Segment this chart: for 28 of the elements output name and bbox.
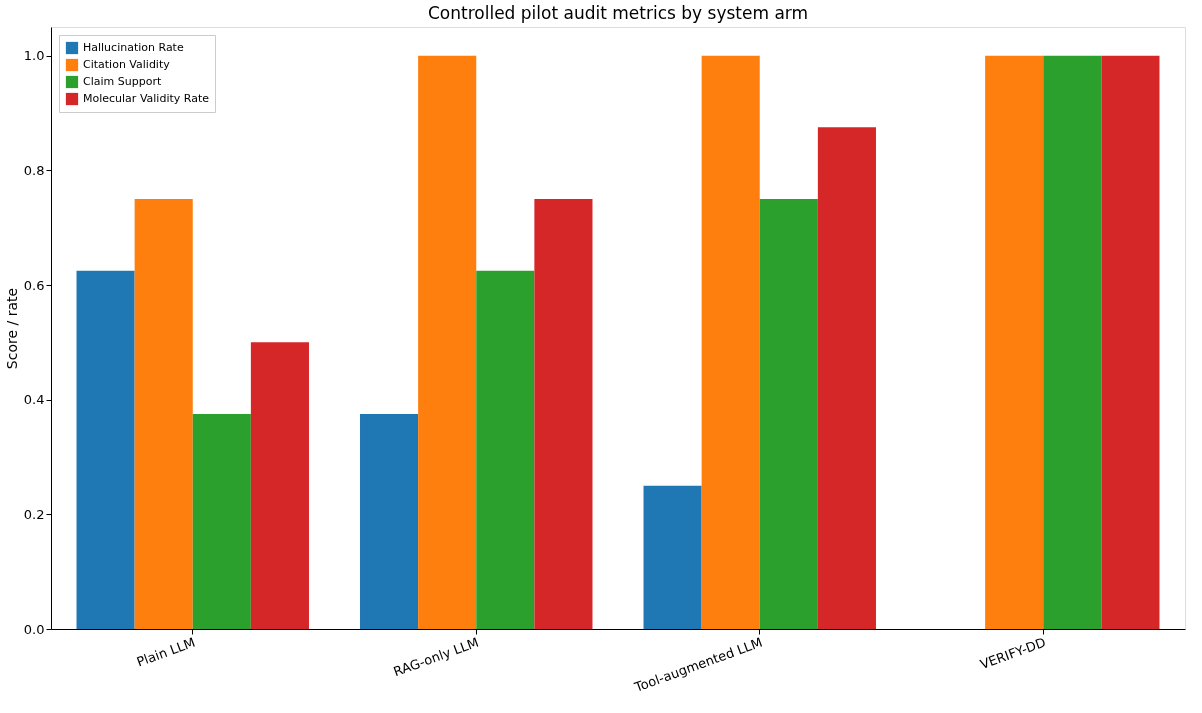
x-tick-label: Plain LLM <box>134 634 198 670</box>
bar <box>701 55 760 629</box>
y-tick-label: 0.8 <box>23 162 45 178</box>
bar <box>1101 55 1160 629</box>
y-tick-label: 1.0 <box>23 48 45 64</box>
bar <box>134 199 193 629</box>
bar <box>534 199 593 629</box>
chart-title: Controlled pilot audit metrics by system arm <box>427 3 809 23</box>
bar <box>1043 55 1102 629</box>
bar <box>76 270 135 629</box>
y-tick-label: 0.6 <box>23 277 45 293</box>
bar <box>985 55 1044 629</box>
bar <box>418 55 477 629</box>
y-axis-title: Score / rate <box>3 287 20 370</box>
legend-label: Citation Validity <box>83 58 171 71</box>
bar <box>360 414 419 629</box>
legend-label: Hallucination Rate <box>83 41 184 54</box>
bar <box>643 485 702 629</box>
legend-label: Claim Support <box>83 75 162 88</box>
y-tick-label: 0.0 <box>23 621 45 637</box>
bar <box>759 199 818 629</box>
bar <box>250 342 309 629</box>
y-tick-label: 0.2 <box>23 506 45 522</box>
legend-label: Molecular Validity Rate <box>83 92 210 105</box>
y-tick-label: 0.4 <box>23 392 45 408</box>
bar <box>817 127 876 629</box>
bar <box>476 270 535 629</box>
bar <box>192 414 251 629</box>
